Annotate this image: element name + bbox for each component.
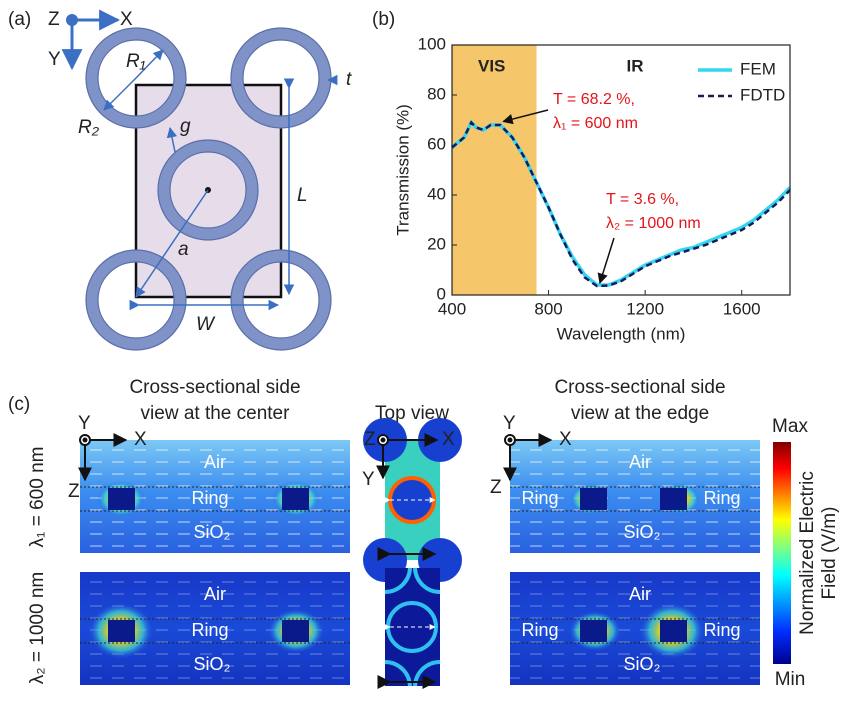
region-label: IR [627, 56, 644, 75]
axis-label: X [442, 429, 455, 450]
row-label: λ₁ = 600 nm [27, 447, 48, 548]
region-label: Ring [521, 620, 558, 640]
figure: (a) Z X Y R₁ R₂ t g L a W (b)VISIR020406… [0, 0, 846, 713]
region-label: VIS [478, 56, 505, 75]
panel-label: (c) [8, 394, 30, 415]
legend-label: FEM [740, 59, 776, 78]
panel-c: (c) Cross-sectional side view at the cen… [8, 377, 840, 690]
ring-section [660, 488, 687, 510]
annotation-arrow [600, 238, 614, 283]
axis-label: X [120, 9, 133, 30]
region-label: Air [204, 452, 226, 472]
ring-shape [84, 439, 87, 442]
axis-label: Z [490, 477, 502, 498]
symbol: g [180, 116, 191, 137]
ring-section [660, 620, 687, 642]
region-label: Ring [703, 488, 740, 508]
view-title: view at the center [141, 403, 291, 424]
region-label: Air [204, 584, 226, 604]
axis-label: X [134, 429, 147, 450]
view-title: view at the edge [571, 403, 709, 424]
region-label: SiO₂ [624, 654, 661, 674]
view-title: Cross-sectional side [554, 377, 725, 398]
ring-shape [509, 439, 512, 442]
y-tick-label: 100 [418, 34, 446, 53]
axis-label: Z [364, 429, 376, 450]
axis-label: Y [503, 413, 516, 434]
y-axis-label: Transmission (%) [393, 104, 412, 236]
y-tick-label: 80 [427, 84, 446, 103]
shape [104, 78, 136, 110]
colorbar-title: Field (V/m) [819, 507, 840, 600]
ring-section [282, 488, 309, 510]
vis-region [452, 45, 537, 295]
annotation: T = 68.2 %, [553, 91, 635, 108]
ring-section [580, 488, 607, 510]
region-label: Ring [703, 620, 740, 640]
region-label: Ring [521, 488, 558, 508]
axis-label: Z [68, 481, 80, 502]
axis-label: X [559, 429, 572, 450]
region-label: Ring [191, 488, 228, 508]
ring-section [108, 488, 135, 510]
symbol: R₂ [78, 117, 100, 138]
colorbar [773, 442, 791, 664]
region-label: SiO₂ [194, 522, 231, 542]
y-tick-label: 60 [427, 134, 446, 153]
axis-label: Y [78, 413, 91, 434]
annotation: λ₁ = 600 nm [553, 115, 638, 132]
legend-label: FDTD [740, 85, 785, 104]
axis-label: Y [362, 469, 375, 490]
ring-section [108, 620, 135, 642]
region-label: Ring [191, 620, 228, 640]
region-label: SiO₂ [624, 522, 661, 542]
x-tick-label: 400 [438, 299, 466, 318]
colorbar-label: Min [775, 669, 806, 690]
symbol: a [178, 239, 189, 260]
x-tick-label: 1600 [723, 299, 761, 318]
panel-a: (a) Z X Y R₁ R₂ t g L a W [8, 9, 352, 350]
ring-section [580, 620, 607, 642]
y-tick-label: 40 [427, 184, 446, 203]
view-title: Cross-sectional side [129, 377, 300, 398]
x-tick-label: 800 [534, 299, 562, 318]
symbol: R₁ [126, 51, 146, 72]
annotation: T = 3.6 %, [606, 191, 679, 208]
x-tick-label: 1200 [626, 299, 664, 318]
panel-label: (a) [8, 9, 31, 30]
colorbar-title: Normalized Electric [797, 471, 818, 635]
region-label: Air [629, 452, 651, 472]
row-label: λ₂ = 1000 nm [27, 572, 48, 684]
annotation: λ₂ = 1000 nm [606, 215, 701, 232]
panel-label: (b) [372, 9, 395, 30]
symbol: W [196, 314, 216, 335]
ring-section [282, 620, 309, 642]
region-label: SiO₂ [194, 654, 231, 674]
colorbar-label: Max [772, 416, 808, 437]
region-label: Air [629, 584, 651, 604]
x-axis-label: Wavelength (nm) [557, 324, 686, 343]
ring-shape [382, 439, 385, 442]
symbol: L [297, 185, 308, 206]
axis-label: Y [48, 49, 61, 70]
symbol: t [346, 69, 352, 90]
y-tick-label: 20 [427, 234, 446, 253]
axis-label: Z [48, 9, 60, 30]
